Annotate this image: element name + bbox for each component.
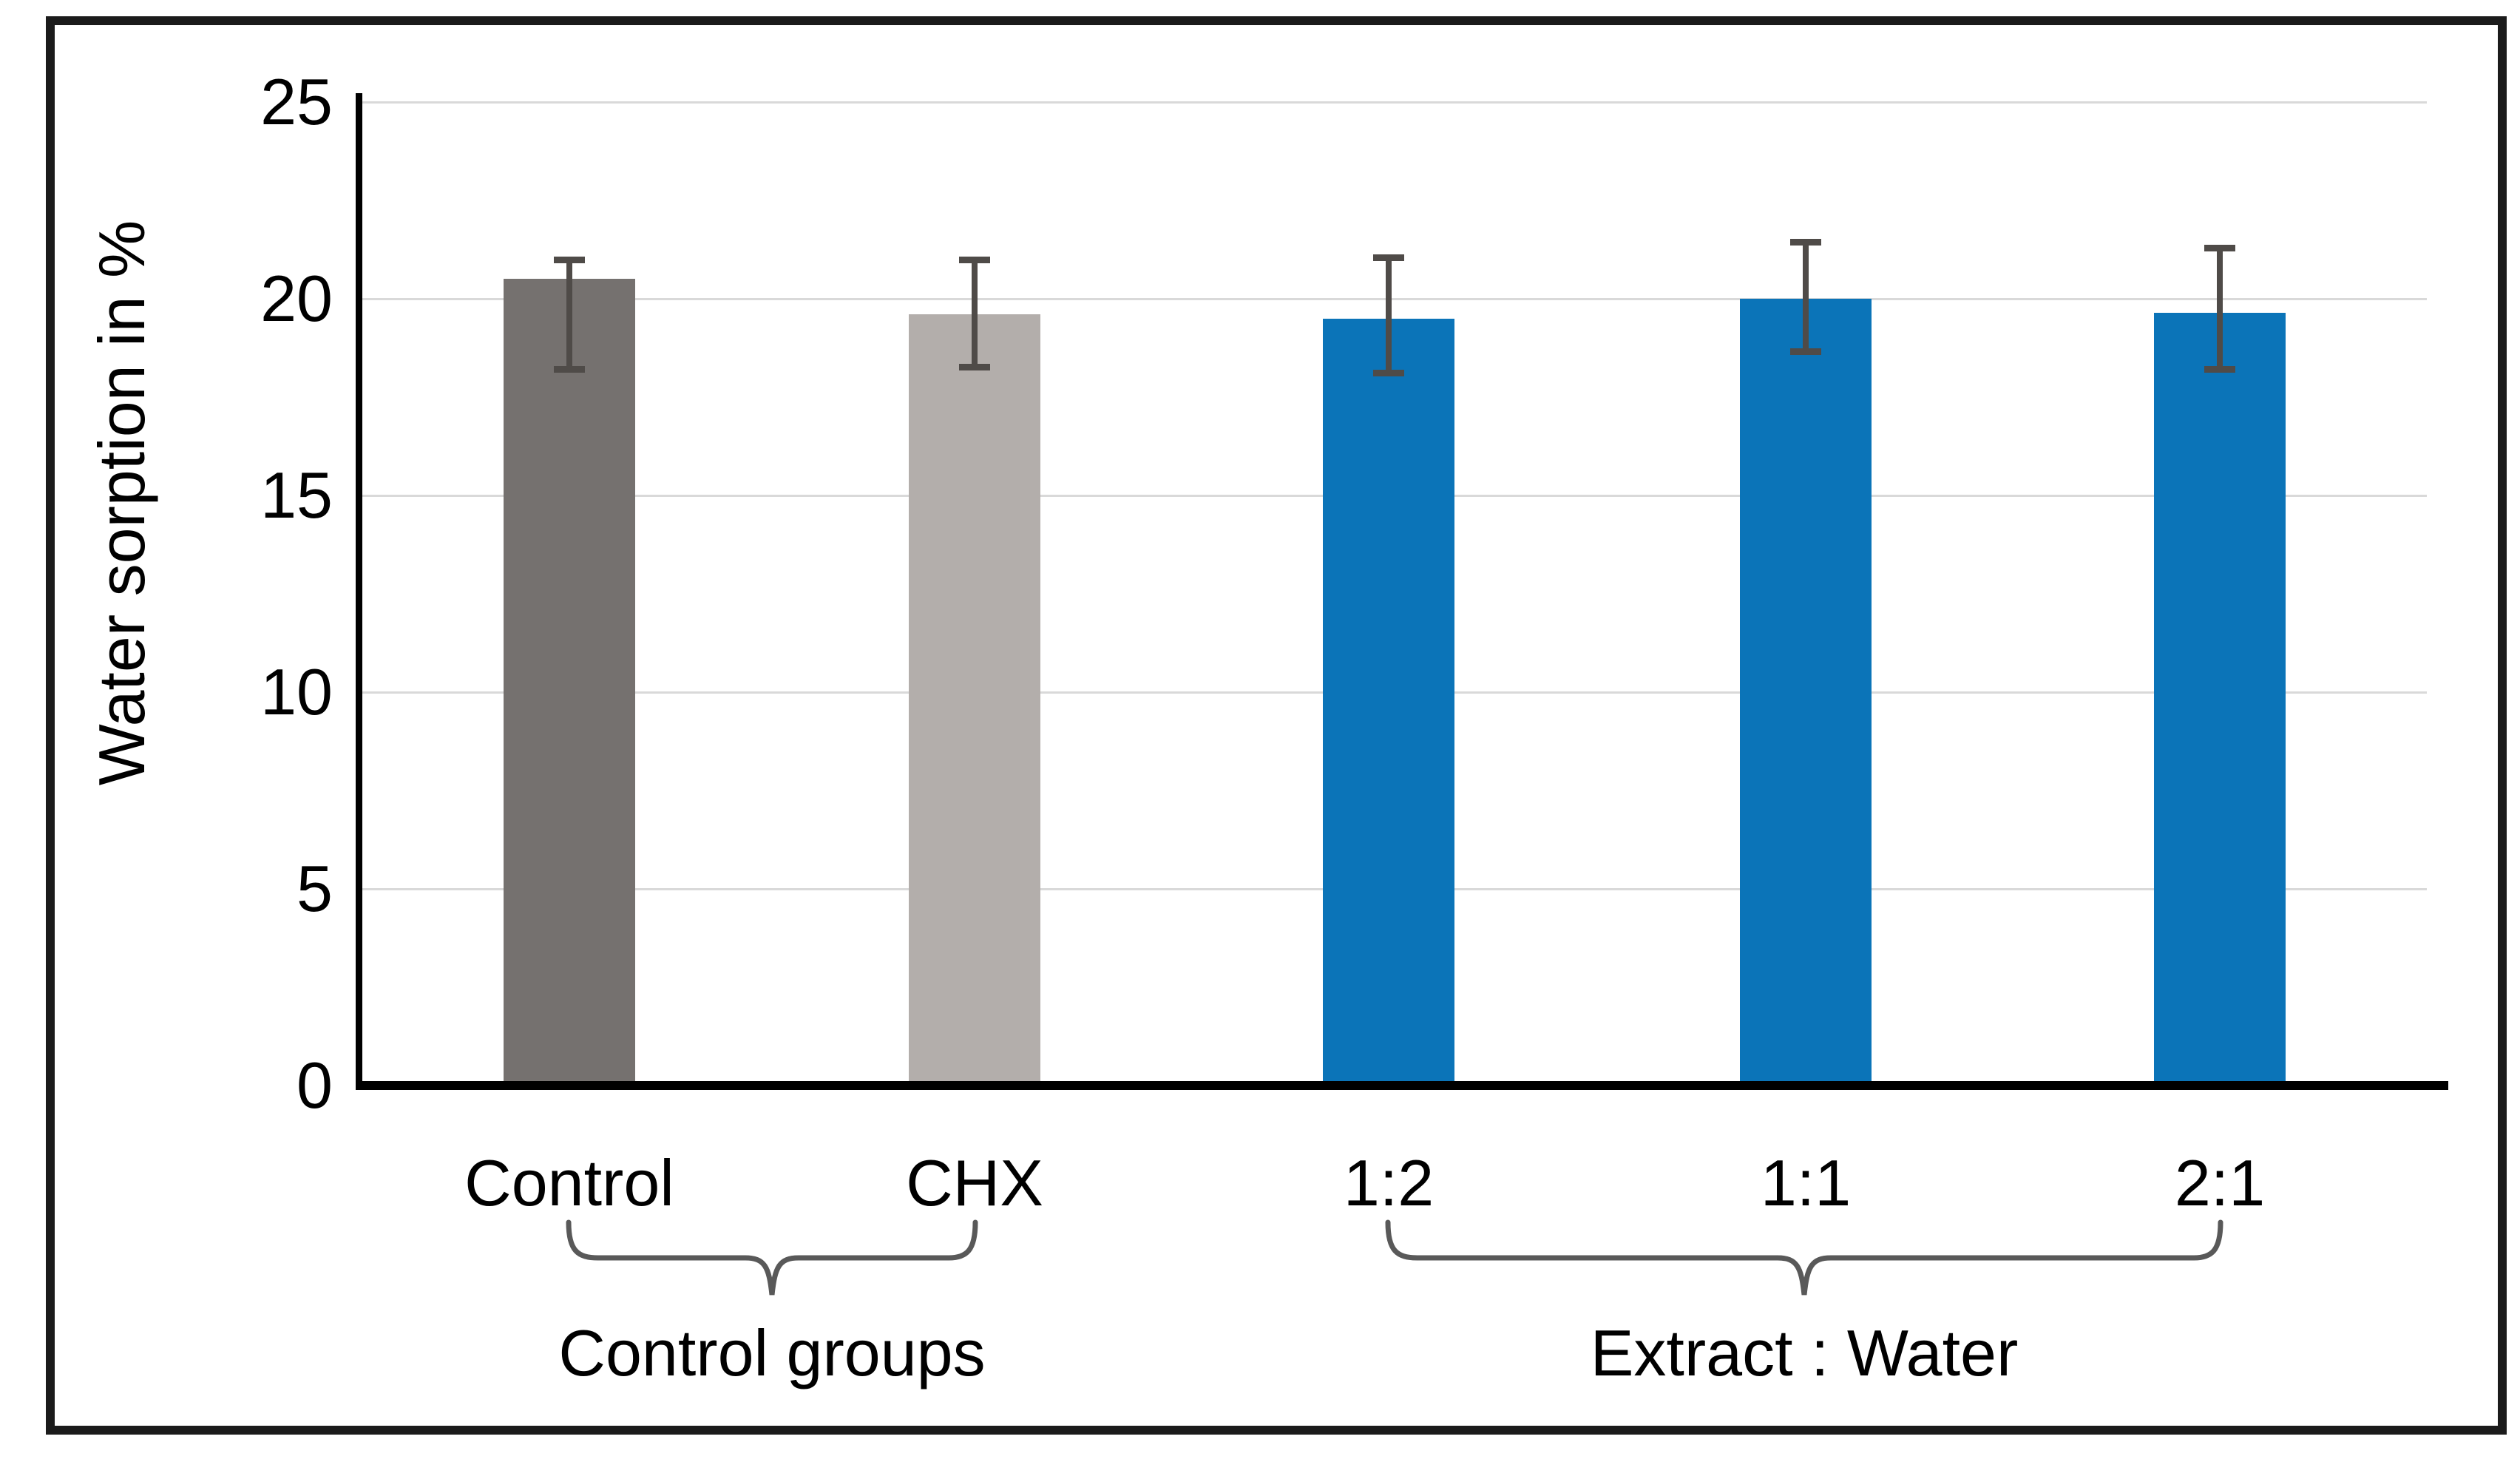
error-bar-line [972,260,978,368]
error-bar-line [566,260,572,370]
x-label-1-1: 1:1 [1760,1146,1852,1219]
y-tick-label: 15 [260,458,333,532]
y-tick-label: 25 [260,65,333,138]
bar-chx [909,314,1040,1089]
x-label-chx: CHX [906,1146,1043,1219]
error-bar-cap-top [1373,254,1404,261]
error-bar-cap-bottom [1373,370,1404,376]
error-bar-cap-bottom [959,364,990,370]
error-bar-cap-top [959,257,990,263]
group-caption: Control groups [558,1316,986,1389]
x-label-2-1: 2:1 [2174,1146,2266,1219]
brace-path [1385,1219,2223,1296]
group-brace [566,1219,978,1296]
figure-border [46,16,2507,1435]
error-bar-line [1803,242,1809,352]
y-tick-label: 20 [260,262,333,335]
bar-1-1 [1740,299,1872,1089]
error-bar-line [1386,257,1392,373]
group-brace [1385,1219,2223,1296]
y-tick-label: 5 [297,852,333,925]
error-bar-cap-bottom [2204,366,2235,373]
x-label-control: Control [464,1146,674,1219]
y-tick-label: 0 [297,1049,333,1122]
gridline [359,298,2427,300]
gridline [359,101,2427,104]
error-bar-cap-top [1790,239,1821,246]
bar-2-1 [2154,313,2286,1089]
error-bar-cap-top [554,257,585,263]
error-bar-line [2217,248,2223,370]
y-tick-label: 10 [260,655,333,728]
error-bar-cap-top [2204,245,2235,251]
x-label-1-2: 1:2 [1343,1146,1435,1219]
group-caption: Extract : Water [1590,1316,2019,1389]
bar-control [504,279,635,1089]
bar-1-2 [1323,319,1454,1089]
x-axis-line [356,1081,2448,1090]
error-bar-cap-bottom [1790,348,1821,355]
brace-path [566,1219,978,1296]
y-axis-line [356,93,362,1090]
error-bar-cap-bottom [554,366,585,373]
